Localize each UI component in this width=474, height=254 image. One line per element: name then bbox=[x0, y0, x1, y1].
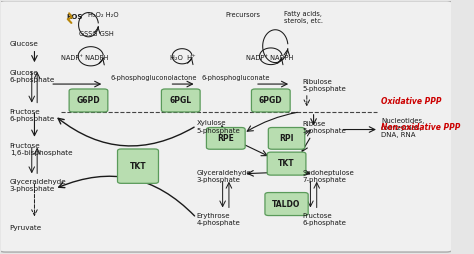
Text: H₂O₂ H₂O: H₂O₂ H₂O bbox=[89, 12, 119, 18]
FancyBboxPatch shape bbox=[206, 128, 245, 149]
Text: Glucose
6-phosphate: Glucose 6-phosphate bbox=[9, 70, 55, 83]
Text: Nucleotides,
coenzymes,
DNA, RNA: Nucleotides, coenzymes, DNA, RNA bbox=[381, 118, 425, 138]
Text: Glucose: Glucose bbox=[9, 41, 38, 47]
Text: Fructose
6-phosphate: Fructose 6-phosphate bbox=[302, 213, 346, 226]
Text: GSSG GSH: GSSG GSH bbox=[80, 30, 114, 37]
Text: Glyceraldehyde
3-phosphate: Glyceraldehyde 3-phosphate bbox=[197, 170, 251, 183]
FancyBboxPatch shape bbox=[268, 128, 305, 149]
Text: RPI: RPI bbox=[279, 134, 294, 143]
Text: Glyceraldehyde
3-phosphate: Glyceraldehyde 3-phosphate bbox=[9, 179, 66, 192]
Text: H₂O  H⁺: H₂O H⁺ bbox=[170, 55, 195, 60]
Text: RPE: RPE bbox=[218, 134, 234, 143]
Text: TKT: TKT bbox=[130, 162, 146, 171]
Text: Xylulose
5-phosphate: Xylulose 5-phosphate bbox=[197, 120, 240, 134]
FancyBboxPatch shape bbox=[162, 89, 200, 112]
Text: Erythrose
4-phosphate: Erythrose 4-phosphate bbox=[197, 213, 240, 226]
Text: Precursors: Precursors bbox=[226, 12, 261, 18]
FancyBboxPatch shape bbox=[118, 149, 158, 183]
Text: TKT: TKT bbox=[278, 159, 295, 168]
Text: Ribose
5-phosphate: Ribose 5-phosphate bbox=[302, 120, 346, 134]
Text: Non-oxidative PPP: Non-oxidative PPP bbox=[381, 122, 460, 132]
FancyBboxPatch shape bbox=[0, 1, 453, 252]
Text: Pyruvate: Pyruvate bbox=[9, 225, 42, 231]
Text: NADP⁺ NADPH: NADP⁺ NADPH bbox=[62, 55, 109, 60]
Text: 6-phosphogluconate: 6-phosphogluconate bbox=[201, 75, 270, 81]
Text: NADP⁺ NADPH: NADP⁺ NADPH bbox=[246, 55, 293, 60]
FancyBboxPatch shape bbox=[267, 152, 306, 175]
Text: Fructose
1,6-bisphosphate: Fructose 1,6-bisphosphate bbox=[9, 143, 73, 156]
Text: Sedoheptulose
7-phosphate: Sedoheptulose 7-phosphate bbox=[302, 170, 354, 183]
FancyBboxPatch shape bbox=[69, 89, 108, 112]
Text: G6PD: G6PD bbox=[77, 96, 100, 105]
Text: TALDO: TALDO bbox=[273, 200, 301, 209]
Text: ROS: ROS bbox=[66, 14, 82, 20]
Text: 6-phosphogluconolactone: 6-phosphogluconolactone bbox=[111, 75, 198, 81]
Text: 6PGL: 6PGL bbox=[170, 96, 192, 105]
Text: Oxidative PPP: Oxidative PPP bbox=[381, 97, 442, 106]
FancyBboxPatch shape bbox=[265, 193, 308, 216]
Text: 6PGD: 6PGD bbox=[259, 96, 283, 105]
Text: Fatty acids,
sterols, etc.: Fatty acids, sterols, etc. bbox=[284, 11, 323, 24]
FancyBboxPatch shape bbox=[251, 89, 290, 112]
Text: Ribulose
5-phosphate: Ribulose 5-phosphate bbox=[302, 79, 346, 92]
Text: Fructose
6-phosphate: Fructose 6-phosphate bbox=[9, 109, 55, 122]
